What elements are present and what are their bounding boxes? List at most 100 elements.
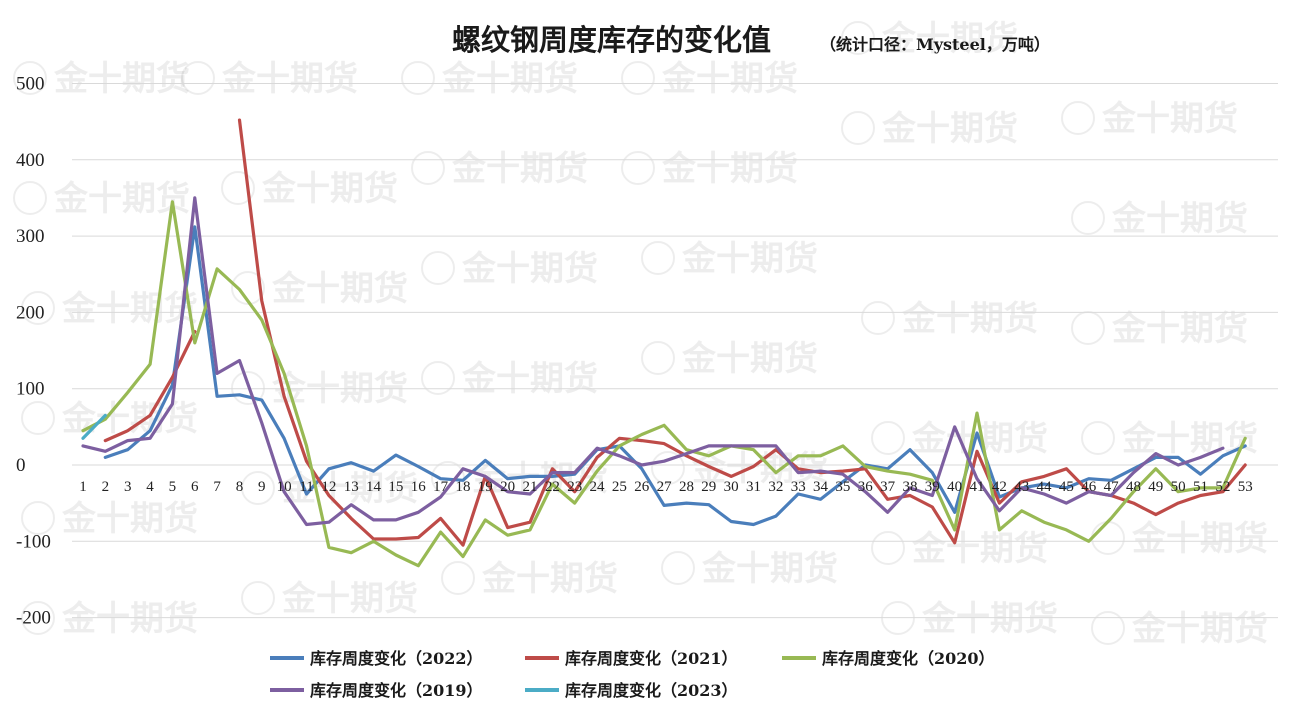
x-tick-label: 38 [902, 479, 917, 495]
watermark-logo-icon [181, 61, 215, 95]
watermark: 金十期货 [21, 499, 198, 539]
legend-item: 库存周度变化（2021） [525, 649, 738, 668]
x-tick-label: 16 [411, 479, 427, 495]
watermark: 金十期货 [221, 169, 398, 209]
x-tick-label: 30 [724, 479, 739, 495]
watermark: 金十期货 [181, 59, 358, 99]
chart-title: 螺纹钢周度库存的变化值 [452, 23, 771, 57]
watermark: 金十期货 [411, 149, 588, 189]
x-tick-label: 6 [191, 479, 199, 495]
watermark-text: 金十期货 [911, 529, 1048, 569]
watermark-text: 金十期货 [1111, 309, 1248, 349]
watermark-logo-icon [231, 271, 265, 305]
x-tick-label: 32 [768, 479, 783, 495]
y-tick-label: 100 [16, 379, 45, 400]
x-tick-label: 37 [880, 479, 896, 495]
x-tick-label: 22 [545, 479, 560, 495]
watermark: 金十期货 [621, 149, 798, 189]
watermark-logo-icon [641, 241, 675, 275]
watermark-logo-icon [231, 371, 265, 405]
x-tick-label: 1 [79, 479, 87, 495]
watermark-logo-icon [841, 111, 875, 145]
x-tick-label: 8 [236, 479, 244, 495]
legend-item: 库存周度变化（2023） [525, 681, 738, 700]
watermark-text: 金十期货 [1121, 419, 1258, 459]
x-tick-label: 29 [701, 479, 716, 495]
x-tick-label: 35 [835, 479, 850, 495]
watermark-text: 金十期货 [881, 109, 1018, 149]
watermark: 金十期货 [871, 529, 1048, 569]
series-1 [103, 118, 1247, 547]
watermark-text: 金十期货 [61, 499, 198, 539]
watermark-logo-icon [1061, 101, 1095, 135]
x-tick-label: 4 [146, 479, 154, 495]
watermark-text: 金十期货 [53, 179, 190, 219]
x-tick-label: 51 [1193, 479, 1208, 495]
watermark-text: 金十期货 [281, 579, 418, 619]
x-tick-label: 14 [366, 479, 382, 495]
chart-gridlines [72, 83, 1278, 619]
watermark: 金十期货 [421, 249, 598, 289]
watermark-logo-icon [421, 251, 455, 285]
watermark-text: 金十期货 [681, 339, 818, 379]
x-tick-label: 9 [258, 479, 266, 495]
watermark-logo-icon [621, 151, 655, 185]
x-tick-label: 42 [992, 479, 1007, 495]
y-tick-label: -100 [16, 531, 51, 552]
series-0 [103, 225, 1247, 527]
x-tick-label: 18 [455, 479, 470, 495]
x-tick-label: 53 [1238, 479, 1253, 495]
watermark-logo-icon [661, 551, 695, 585]
watermark: 金十期货 [21, 399, 198, 439]
watermark: 金十期货 [21, 289, 198, 329]
watermark-logo-icon [871, 421, 905, 455]
x-tick-label: 20 [500, 479, 515, 495]
watermark: 金十期货 [1091, 609, 1268, 649]
watermark: 金十期货 [1071, 199, 1248, 239]
watermark: 金十期货 [1081, 419, 1258, 459]
watermark-logo-icon [641, 341, 675, 375]
watermark-logo-icon [411, 151, 445, 185]
watermark-text: 金十期货 [61, 289, 198, 329]
watermark: 金十期货 [1061, 99, 1238, 139]
watermark-logo-icon [441, 561, 475, 595]
watermark-logo-icon [13, 181, 47, 215]
series-line [81, 413, 107, 440]
series-line [81, 200, 1247, 568]
watermark: 金十期货 [13, 59, 190, 99]
watermark-logo-icon [21, 401, 55, 435]
watermark-text: 金十期货 [901, 299, 1038, 339]
watermark-logo-icon [1081, 421, 1115, 455]
legend-item: 库存周度变化（2022） [270, 649, 483, 668]
series-line [103, 329, 197, 443]
watermark-logo-icon [401, 61, 435, 95]
x-tick-label: 27 [657, 479, 673, 495]
x-tick-label: 39 [925, 479, 940, 495]
watermark: 金十期货 [441, 559, 618, 599]
watermark-text: 金十期货 [661, 59, 798, 99]
watermark-text: 金十期货 [701, 549, 838, 589]
watermark-text: 金十期货 [1101, 99, 1238, 139]
watermark: 金十期货 [661, 549, 838, 589]
watermark-text: 金十期货 [661, 149, 798, 189]
series-2 [81, 200, 1247, 568]
series-line [81, 196, 1225, 527]
watermark-text: 金十期货 [271, 269, 408, 309]
y-tick-label: 300 [16, 226, 45, 247]
x-tick-label: 34 [813, 479, 829, 495]
series-layer [81, 118, 1247, 568]
watermark: 金十期货 [641, 339, 818, 379]
legend-item: 库存周度变化（2020） [782, 649, 995, 668]
x-tick-label: 49 [1148, 479, 1163, 495]
watermark: 金十期货 [621, 59, 798, 99]
watermark-logo-icon [1071, 201, 1105, 235]
watermark-text: 金十期货 [461, 359, 598, 399]
x-tick-label: 41 [970, 479, 985, 495]
watermark-text: 金十期货 [681, 239, 818, 279]
x-axis: 1 2 3 4 5 6 7 8 9 10 11 12 13 14 15 16 17 18 19 20 21 22 23 24 2… [79, 479, 1252, 495]
watermark: 金十期货 [861, 299, 1038, 339]
y-tick-label: -200 [16, 608, 51, 629]
chart-legend: 库存周度变化（2022） 库存周度变化（2021） 库存周度变化（2020） 库存周度… [270, 649, 995, 700]
watermark-text: 金十期货 [1131, 519, 1268, 559]
